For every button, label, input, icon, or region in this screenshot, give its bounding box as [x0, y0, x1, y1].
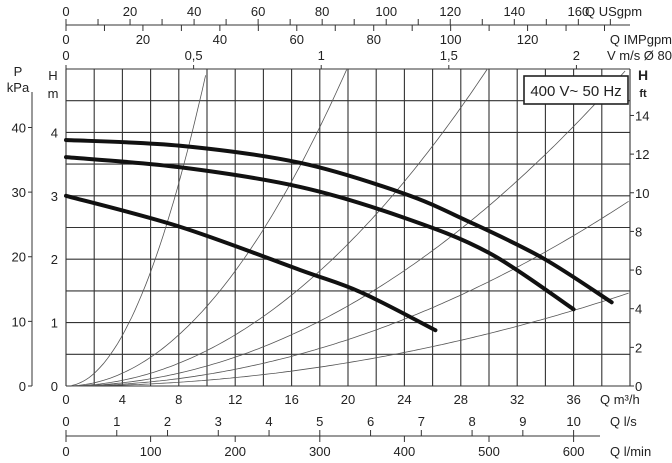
ft-tick-label: 6	[635, 263, 642, 278]
ls-tick-label: 0	[62, 414, 69, 429]
usgpm-axis-label: Q USgpm	[585, 4, 642, 19]
p-tick-label: 30	[12, 185, 26, 200]
impgpm-tick-label: 20	[136, 32, 150, 47]
p-tick-label: 20	[12, 250, 26, 265]
y-tick-label: 3	[51, 189, 58, 204]
velocity-tick-label: 1	[318, 48, 325, 63]
impgpm-tick-label: 100	[440, 32, 462, 47]
velocity-tick-label: 2	[573, 48, 580, 63]
lmin-axis-label: Q l/min	[610, 444, 651, 459]
x-tick-label: 12	[228, 392, 242, 407]
voltage-label: 400 V~ 50 Hz	[530, 83, 621, 100]
usgpm-tick-label: 120	[439, 4, 461, 19]
ls-tick-label: 9	[519, 414, 526, 429]
impgpm-tick-label: 0	[62, 32, 69, 47]
ls-tick-label: 5	[316, 414, 323, 429]
pump-curves	[64, 138, 614, 333]
y-tick-label: 2	[51, 252, 58, 267]
velocity-tick-label: 0,5	[185, 48, 203, 63]
x-tick-label: 8	[175, 392, 182, 407]
usgpm-tick-label: 60	[251, 4, 265, 19]
lmin-tick-label: 0	[62, 444, 69, 459]
lmin-tick-label: 100	[140, 444, 162, 459]
usgpm-tick-label: 100	[375, 4, 397, 19]
y-axis-label-top: H	[48, 68, 57, 83]
ls-tick-label: 8	[468, 414, 475, 429]
ls-tick-label: 4	[265, 414, 272, 429]
ft-tick-label: 4	[635, 302, 642, 317]
y-tick-label: 0	[51, 379, 58, 394]
x-axis-label: Q m³/h	[600, 392, 640, 407]
pump-curve-speed-high	[64, 138, 614, 305]
velocity-axis-label: V m/s Ø 80	[607, 48, 672, 63]
ft-axis-label-top: H	[638, 67, 648, 83]
x-tick-label: 16	[284, 392, 298, 407]
ft-tick-label: 2	[635, 340, 642, 355]
usgpm-tick-label: 80	[315, 4, 329, 19]
y-tick-label: 4	[51, 125, 58, 140]
ls-tick-label: 10	[566, 414, 580, 429]
lmin-tick-label: 500	[478, 444, 500, 459]
x-tick-label: 32	[510, 392, 524, 407]
velocity-tick-label: 0	[62, 48, 69, 63]
lmin-tick-label: 600	[563, 444, 585, 459]
voltage-label-box: 400 V~ 50 Hz	[523, 75, 629, 105]
ft-tick-label: 8	[635, 224, 642, 239]
system-curve-2	[71, 68, 488, 387]
pump-curve-speed-low	[64, 193, 438, 333]
x-tick-label: 0	[62, 392, 69, 407]
x-tick-label: 4	[119, 392, 126, 407]
usgpm-tick-label: 140	[503, 4, 525, 19]
ft-tick-label: 10	[635, 186, 649, 201]
impgpm-tick-label: 80	[366, 32, 380, 47]
ft-tick-label: 0	[635, 379, 642, 394]
x-tick-label: 20	[341, 392, 355, 407]
y-tick-label: 1	[51, 316, 58, 331]
impgpm-tick-label: 60	[290, 32, 304, 47]
lmin-tick-label: 300	[309, 444, 331, 459]
x-tick-label: 36	[566, 392, 580, 407]
impgpm-axis-label: Q IMPgpm	[610, 32, 672, 47]
system-curve-4	[71, 200, 629, 387]
impgpm-tick-label: 40	[213, 32, 227, 47]
ft-tick-label: 14	[635, 108, 649, 123]
ls-tick-label: 6	[367, 414, 374, 429]
p-axis-label-top: P	[14, 64, 23, 79]
y-axis-unit: m	[48, 86, 59, 101]
p-tick-label: 10	[12, 314, 26, 329]
system-curve-3	[71, 70, 626, 387]
ls-tick-label: 7	[418, 414, 425, 429]
grid	[65, 68, 631, 387]
p-tick-label: 0	[19, 379, 26, 394]
ls-tick-label: 3	[215, 414, 222, 429]
velocity-tick-label: 1,5	[440, 48, 458, 63]
ls-tick-label: 1	[113, 414, 120, 429]
system-curve-5	[71, 292, 629, 387]
ft-axis-unit: ft	[639, 88, 647, 100]
pump-curve-speed-medium	[64, 155, 576, 312]
p-tick-label: 40	[12, 120, 26, 135]
lmin-tick-label: 400	[394, 444, 416, 459]
system-curves	[71, 68, 629, 387]
usgpm-tick-label: 40	[187, 4, 201, 19]
usgpm-tick-label: 20	[123, 4, 137, 19]
ls-axis-label: Q l/s	[610, 414, 637, 429]
lmin-tick-label: 200	[224, 444, 246, 459]
p-axis-unit: kPa	[7, 80, 30, 95]
ft-tick-label: 12	[635, 147, 649, 162]
x-tick-label: 28	[454, 392, 468, 407]
usgpm-tick-label: 0	[62, 4, 69, 19]
impgpm-tick-label: 120	[517, 32, 539, 47]
x-tick-label: 24	[397, 392, 411, 407]
ls-tick-label: 2	[164, 414, 171, 429]
usgpm-tick-label: 160	[567, 4, 589, 19]
axes: 0 4 8 12 16 20 24 28 32 36 Q m³/h01234Hm010203040P…	[7, 4, 672, 459]
